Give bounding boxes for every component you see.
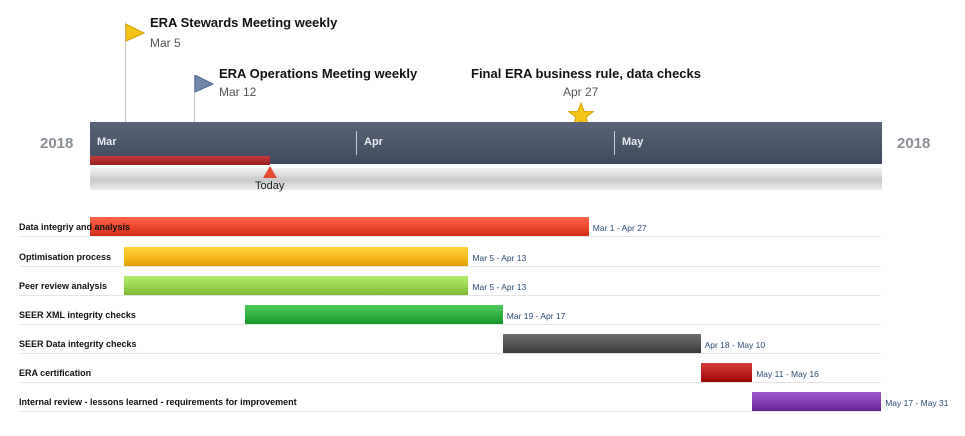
- year-label-right: 2018: [897, 135, 931, 152]
- task-label: Peer review analysis: [19, 281, 108, 291]
- task-bar: [752, 392, 882, 411]
- task-date-range: Mar 19 - Apr 17: [506, 311, 566, 321]
- task-label: Data integriy and analysis: [19, 222, 131, 232]
- task-label: Optimisation process: [19, 252, 112, 262]
- task-date-range: May 11 - May 16: [756, 369, 819, 379]
- task-bar: [244, 305, 503, 324]
- task-guide-line: [19, 266, 881, 267]
- today-progress-bar: [90, 156, 270, 165]
- task-bar: [90, 217, 589, 236]
- task-guide-line: [19, 411, 881, 412]
- task-guide-line: [19, 236, 881, 237]
- task-date-range: Mar 1 - Apr 27: [592, 223, 647, 233]
- milestone-title: ERA Stewards Meeting weekly: [150, 15, 338, 30]
- task-date-range: Mar 5 - Apr 13: [472, 282, 527, 292]
- task-guide-line: [19, 382, 881, 383]
- progress-track: [90, 168, 882, 190]
- task-label: Internal review - lessons learned - requ…: [19, 397, 297, 407]
- milestone-date: Mar 12: [219, 85, 257, 99]
- task-bar: [124, 276, 469, 295]
- month-label: May: [622, 136, 644, 148]
- milestone-date: Apr 27: [563, 85, 599, 99]
- task-guide-line: [19, 324, 881, 325]
- task-guide-line: [19, 353, 881, 354]
- month-tick: [614, 131, 615, 155]
- milestone-pole-1: [125, 22, 126, 122]
- task-label: SEER Data integrity checks: [19, 339, 137, 349]
- milestone-title: ERA Operations Meeting weekly: [219, 66, 418, 81]
- month-tick: [356, 131, 357, 155]
- task-label: SEER XML integrity checks: [19, 310, 136, 320]
- milestone-date: Mar 5: [150, 36, 181, 50]
- task-date-range: Apr 18 - May 10: [704, 340, 766, 350]
- milestone-title: Final ERA business rule, data checks: [471, 66, 701, 81]
- task-guide-line: [19, 295, 881, 296]
- task-bar: [124, 247, 469, 266]
- milestone-pole-2: [194, 75, 195, 122]
- today-marker-icon: [263, 166, 277, 178]
- month-label: Apr: [364, 136, 383, 148]
- task-label: ERA certification: [19, 368, 92, 378]
- today-label: Today: [255, 180, 285, 192]
- star-icon: [568, 102, 594, 128]
- task-bar: [700, 363, 753, 382]
- flag-icon: [194, 75, 214, 93]
- task-date-range: Mar 5 - Apr 13: [472, 253, 527, 263]
- task-bar: [502, 334, 701, 353]
- month-label: Mar: [97, 136, 117, 148]
- task-date-range: May 17 - May 31: [885, 398, 949, 408]
- year-label-left: 2018: [40, 135, 74, 152]
- flag-icon: [125, 24, 145, 42]
